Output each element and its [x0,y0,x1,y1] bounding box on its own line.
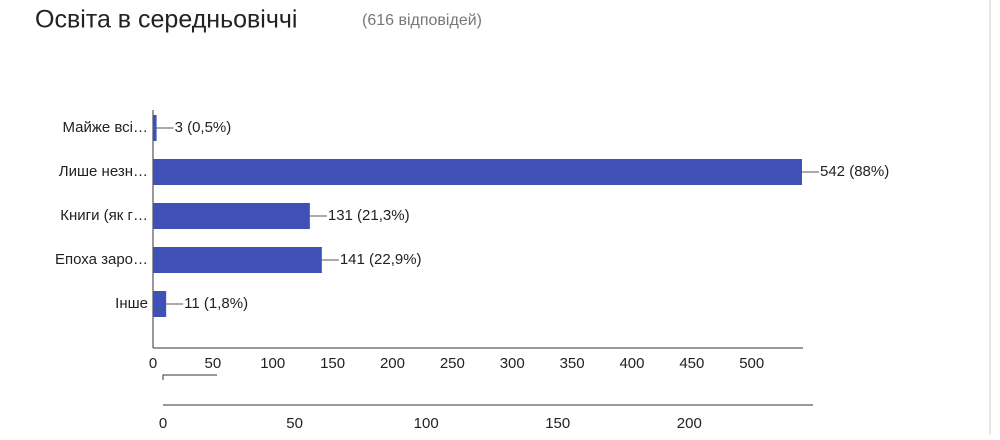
category-label: Майже всі… [62,119,148,136]
x-tick-label: 150 [320,355,345,372]
x-tick-label: 0 [149,355,157,372]
value-label: 141 (22,9%) [340,251,422,268]
chart-title: Освіта в середньовіччі [35,6,297,34]
x2-tick-label: 100 [414,415,439,432]
x-tick-label: 300 [500,355,525,372]
x-tick-label: 350 [560,355,585,372]
category-label: Книги (як г… [60,207,148,224]
value-label: 3 (0,5%) [175,119,232,136]
bar [153,159,802,185]
value-label: 131 (21,3%) [328,207,410,224]
category-label: Лише незн… [59,163,148,180]
category-label: Інше [115,295,148,312]
chart-subtitle: (616 відповідей) [362,12,482,29]
x-tick-label: 500 [739,355,764,372]
x2-tick-label: 150 [545,415,570,432]
bar [153,203,310,229]
bar [153,247,322,273]
x-tick-label: 200 [380,355,405,372]
x-tick-label: 450 [679,355,704,372]
x-tick-label: 50 [205,355,222,372]
x-tick-label: 100 [260,355,285,372]
category-label: Епоха заро… [55,251,148,268]
x-tick-label: 250 [440,355,465,372]
bar [153,291,167,317]
x2-tick-label: 50 [286,415,303,432]
x-tick-label: 400 [619,355,644,372]
axis-fragment [162,374,217,380]
value-label: 11 (1,8%) [184,295,248,312]
x2-tick-label: 0 [159,415,167,432]
value-label: 542 (88%) [820,163,889,180]
bar [153,115,157,141]
x2-tick-label: 200 [677,415,702,432]
